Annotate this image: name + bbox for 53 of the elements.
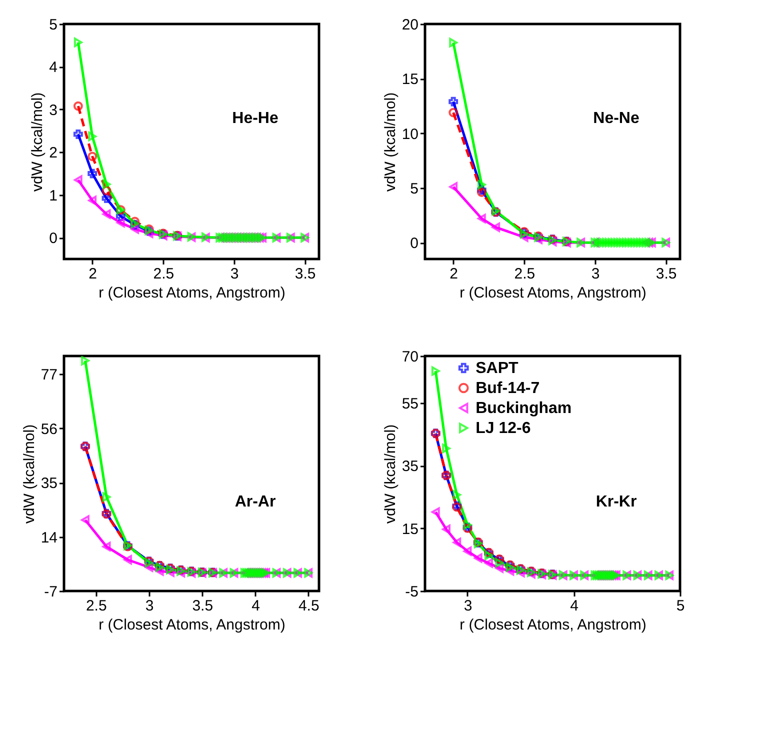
y-axis-title: vdW (kcal/mol) [382,424,399,524]
y-tick-label: 10 [402,126,418,143]
y-tick-label: 0 [49,230,58,248]
x-tick-label: 3.5 [192,598,214,614]
y-axis-title: vdW (kcal/mol) [29,92,46,192]
y-tick-label: 55 [402,396,418,412]
x-tick-label: 3.5 [656,266,677,282]
x-tick-label: 2.5 [153,266,174,282]
x-axis-title: r (Closest Atoms, Angstrom) [460,616,646,634]
legend-label: Buf-14-7 [476,380,540,397]
y-tick-label: 4 [49,59,58,76]
x-tick-label: 2.5 [86,598,107,614]
legend-label: Buckingham [476,400,572,417]
x-axis-title: r (Closest Atoms, Angstrom) [460,284,646,302]
y-tick-label: -7 [44,584,58,600]
x-tick-label: 4 [252,598,260,614]
x-axis-title: r (Closest Atoms, Angstrom) [98,616,286,634]
annotation: Ar-Ar [234,494,276,511]
annotation: Kr-Kr [596,494,637,511]
x-tick-label: 3 [464,598,472,614]
y-tick-label: 2 [49,144,58,162]
x-axis-title: r (Closest Atoms, Angstrom) [98,284,286,302]
y-tick-label: 35 [40,475,58,492]
x-tick-label: 3 [230,266,239,282]
x-tick-label: 5 [676,598,685,614]
y-tick-label: 77 [40,366,58,384]
x-tick-label: 3 [145,598,154,614]
y-tick-label: 3 [49,102,58,119]
y-axis-title: vdW (kcal/mol) [20,424,38,524]
y-tick-label: 5 [49,16,58,34]
x-tick-label: 2 [88,266,98,282]
x-tick-label: 4.5 [298,598,320,614]
annotation: He-He [232,110,278,127]
y-tick-label: -5 [405,584,418,600]
y-tick-label: 1 [49,187,58,204]
y-tick-label: 70 [402,348,418,366]
x-tick-label: 2 [450,266,458,282]
x-tick-label: 3 [591,266,600,282]
annotation: Ne-Ne [593,110,640,127]
y-tick-label: 0 [410,235,418,252]
y-tick-label: 15 [402,520,418,538]
x-tick-label: 3.5 [294,266,316,282]
x-tick-label: 2.5 [514,266,536,282]
y-tick-label: 20 [402,16,418,34]
y-tick-label: 5 [410,180,418,198]
y-tick-label: 15 [402,71,418,88]
y-axis-title: vdW (kcal/mol) [382,92,399,192]
y-tick-label: 35 [402,458,418,476]
y-tick-label: 14 [40,529,58,546]
legend-label: SAPT [476,360,518,377]
legend-label: LJ 12-6 [476,420,531,437]
x-tick-label: 4 [570,598,578,614]
y-tick-label: 56 [40,420,58,438]
